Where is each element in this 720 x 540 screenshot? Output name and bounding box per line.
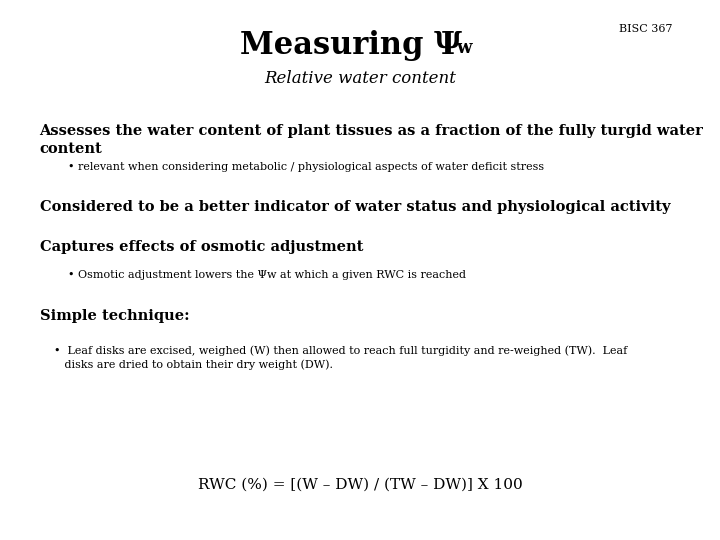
Text: Considered to be a better indicator of water status and physiological activity: Considered to be a better indicator of w… bbox=[40, 200, 670, 214]
Text: Captures effects of osmotic adjustment: Captures effects of osmotic adjustment bbox=[40, 240, 363, 254]
Text: w: w bbox=[456, 39, 472, 57]
Text: • Osmotic adjustment lowers the Ψw at which a given RWC is reached: • Osmotic adjustment lowers the Ψw at wh… bbox=[68, 270, 467, 280]
Text: BISC 367: BISC 367 bbox=[619, 24, 672, 35]
Text: RWC (%) = [(W – DW) / (TW – DW)] X 100: RWC (%) = [(W – DW) / (TW – DW)] X 100 bbox=[197, 478, 523, 492]
Text: •  Leaf disks are excised, weighed (W) then allowed to reach full turgidity and : • Leaf disks are excised, weighed (W) th… bbox=[54, 346, 627, 370]
Text: Relative water content: Relative water content bbox=[264, 70, 456, 87]
Text: Assesses the water content of plant tissues as a fraction of the fully turgid wa: Assesses the water content of plant tiss… bbox=[40, 124, 703, 156]
Text: • relevant when considering metabolic / physiological aspects of water deficit s: • relevant when considering metabolic / … bbox=[68, 162, 544, 172]
Text: Simple technique:: Simple technique: bbox=[40, 309, 189, 323]
Text: Measuring Ψ: Measuring Ψ bbox=[240, 30, 462, 60]
